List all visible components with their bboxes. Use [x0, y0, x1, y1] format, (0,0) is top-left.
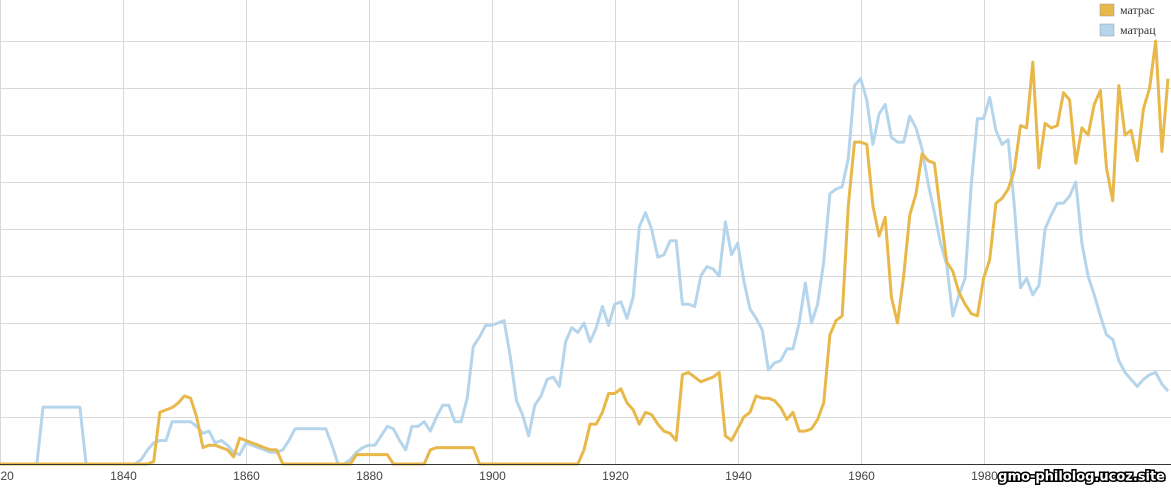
legend-label: матрас [1120, 3, 1155, 17]
series-line [0, 77, 1170, 466]
series-line [0, 39, 1170, 466]
x-ticks: 1820 1840 1860 1880 1900 1920 1940 1960 1980 [0, 469, 998, 483]
x-tick-label: 1900 [479, 469, 506, 483]
x-tick-label: 1860 [233, 469, 260, 483]
x-tick-label: 1880 [356, 469, 383, 483]
x-tick-label: 1940 [725, 469, 752, 483]
legend-swatch [1099, 23, 1115, 37]
plot [0, 39, 1170, 466]
legend: матрас матрац [1099, 3, 1156, 37]
x-tick-label: 1960 [848, 469, 875, 483]
x-tick-label: 1840 [110, 469, 137, 483]
legend-label: матрац [1120, 23, 1156, 37]
legend-swatch [1099, 3, 1115, 17]
x-tick-label: 1980 [971, 469, 998, 483]
watermark: gmo-philolog.ucoz.site [998, 470, 1165, 485]
x-tick-label: 1920 [602, 469, 629, 483]
x-tick-label: 1820 [0, 469, 14, 483]
grid [0, 0, 1171, 464]
